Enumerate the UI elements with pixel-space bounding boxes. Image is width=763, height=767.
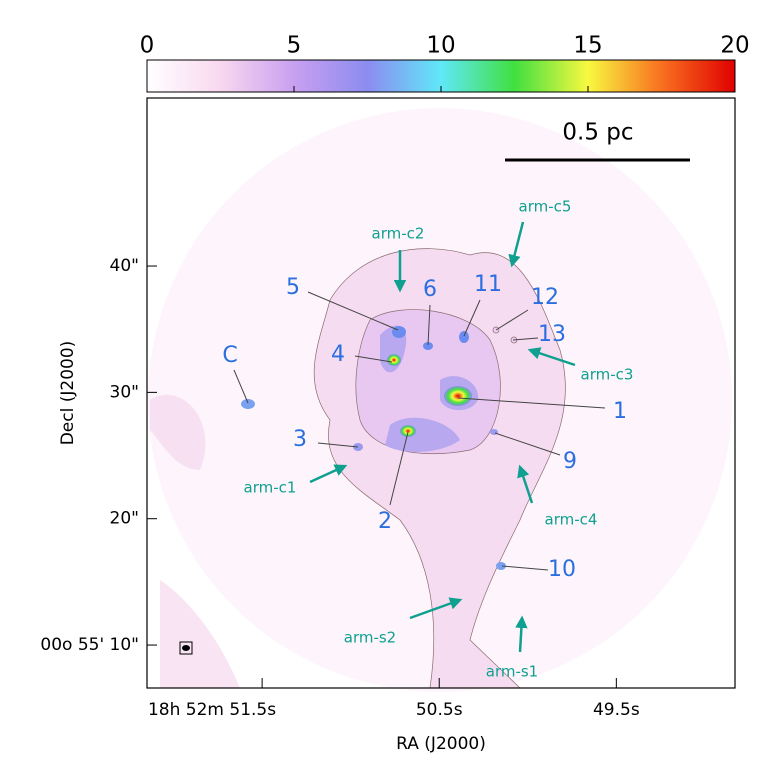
x-tick-label: 18h 52m 51.5s xyxy=(148,700,276,720)
arm-arrow xyxy=(527,347,576,367)
arm-label: arm-c2 xyxy=(372,225,425,243)
x-tick-label: 50.5s xyxy=(416,700,463,720)
colorbar-tick-label: 0 xyxy=(140,33,155,59)
arm-arrow xyxy=(409,597,463,620)
core-label: 4 xyxy=(331,342,345,367)
core-pointer xyxy=(495,309,529,331)
core-pointer xyxy=(389,431,409,506)
y-tick-label: 40" xyxy=(110,256,139,276)
core-pointer xyxy=(233,369,249,404)
core-pointer xyxy=(457,397,606,409)
colorbar-tick-label: 20 xyxy=(720,33,749,59)
y-tick-label: 30" xyxy=(110,382,139,402)
core-label: 1 xyxy=(613,399,627,424)
colorbar-tick-label: 5 xyxy=(287,33,302,59)
x-axis-label: RA (J2000) xyxy=(396,734,486,754)
core-label: C xyxy=(222,343,237,368)
arm-label: arm-c4 xyxy=(545,511,598,529)
core-label: 6 xyxy=(423,277,437,302)
arm-arrow xyxy=(508,221,525,268)
core-label: 3 xyxy=(293,427,307,452)
core-label: 12 xyxy=(531,285,559,310)
arm-label: arm-c1 xyxy=(244,479,297,497)
core-label: 5 xyxy=(286,275,300,300)
core-pointer xyxy=(501,565,549,571)
y-axis-label: Decl (J2000) xyxy=(58,341,78,446)
map xyxy=(148,108,732,692)
arm-label: arm-c5 xyxy=(519,198,572,216)
plot-frame xyxy=(146,97,736,689)
y-tick-label: 00o 55' 10" xyxy=(40,635,139,655)
core-label: 13 xyxy=(538,322,566,347)
arm-label: arm-s2 xyxy=(344,629,396,647)
core-pointer xyxy=(354,355,393,363)
arm-arrow xyxy=(517,464,534,504)
core-label: 9 xyxy=(563,449,577,474)
x-tick-label: 49.5s xyxy=(593,700,640,720)
core-label: 2 xyxy=(378,509,392,534)
core-pointer xyxy=(427,304,431,346)
core-pointer xyxy=(494,432,561,456)
core-label: 11 xyxy=(474,272,502,297)
colorbar-tick-label: 15 xyxy=(573,33,602,59)
core-pointer xyxy=(463,299,481,337)
arm-arrow xyxy=(309,464,348,484)
core-pointer xyxy=(307,291,399,331)
y-tick-label: 20" xyxy=(110,509,139,529)
arm-label: arm-s1 xyxy=(486,663,538,681)
core-pointer xyxy=(317,442,359,448)
scale-bar-label: 0.5 pc xyxy=(562,120,633,146)
core-pointer xyxy=(512,337,539,341)
colorbar-tick-label: 10 xyxy=(426,33,455,59)
arm-arrow xyxy=(515,615,528,653)
core-label: 10 xyxy=(548,557,576,582)
arm-label: arm-c3 xyxy=(581,366,634,384)
